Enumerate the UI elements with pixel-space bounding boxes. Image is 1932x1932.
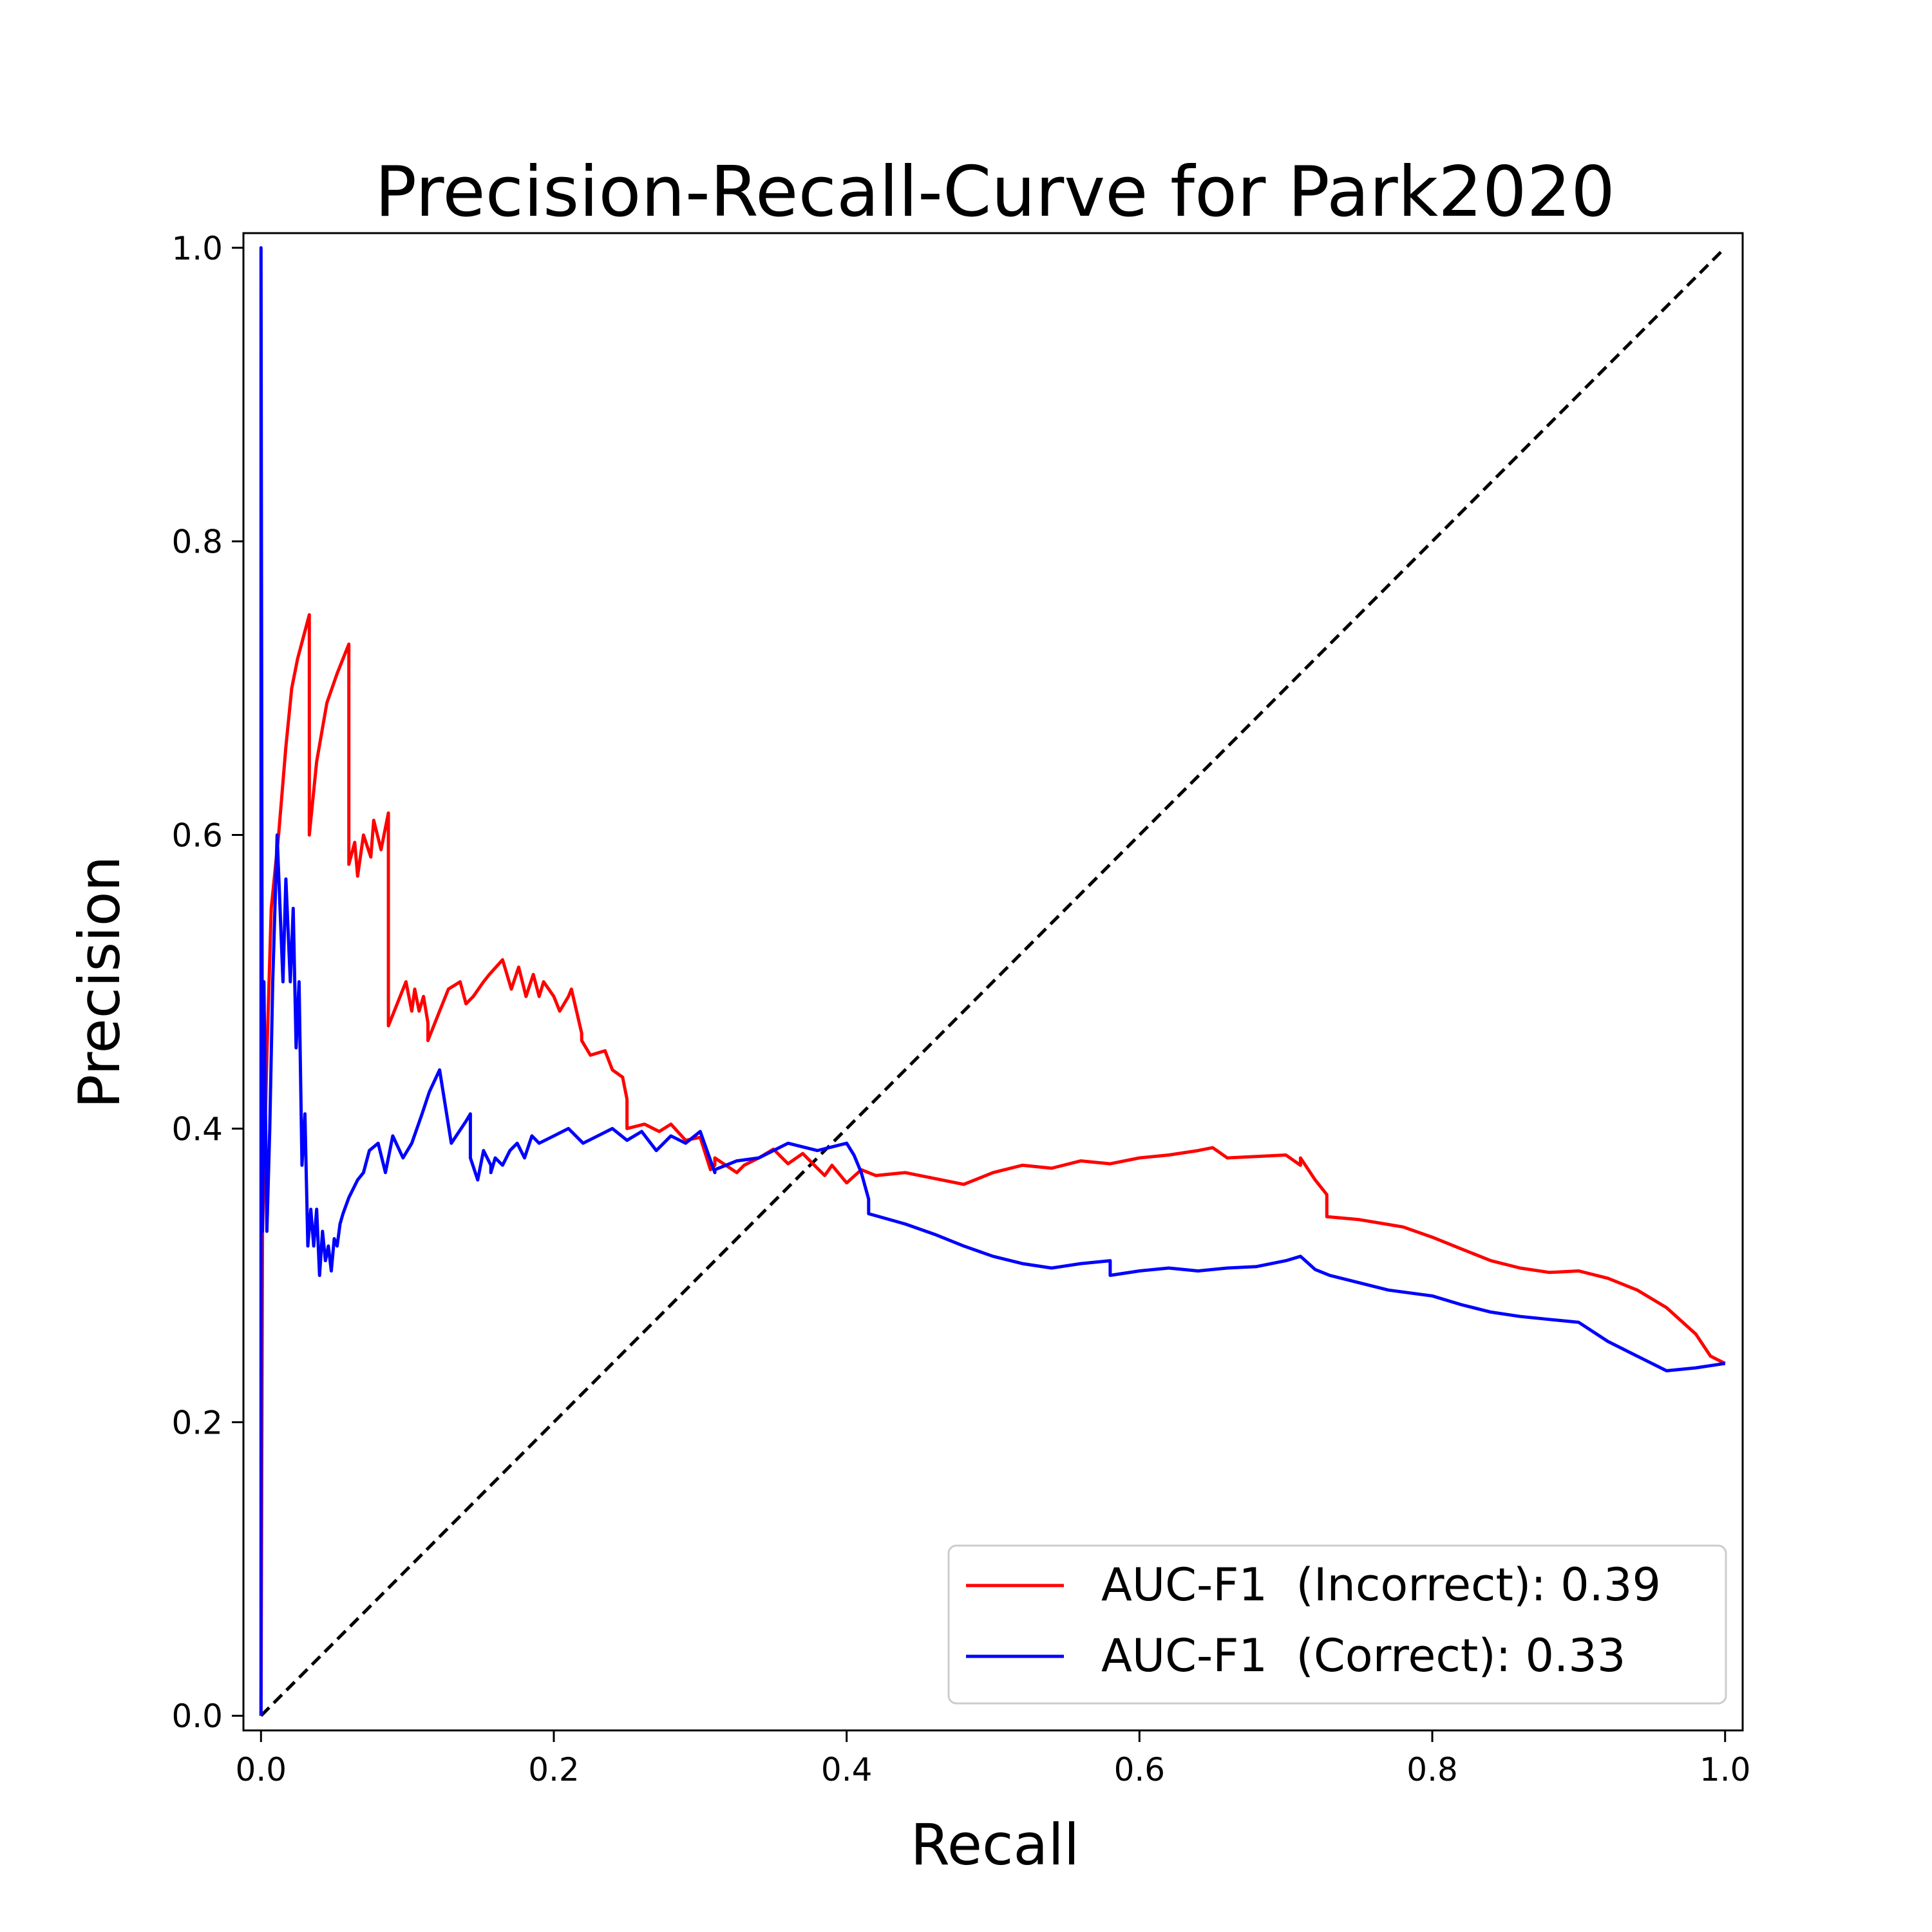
x-tick-label: 0.8 — [1406, 1751, 1458, 1788]
y-axis: 0.0 0.2 0.4 0.6 0.8 1.0 — [171, 230, 243, 1735]
y-axis-label: Precision — [66, 856, 133, 1109]
y-tick-label: 1.0 — [171, 230, 223, 267]
chart-title: Precision-Recall-Curve for Park2020 — [375, 152, 1615, 232]
x-tick-label: 0.2 — [528, 1751, 580, 1788]
legend-box — [947, 1544, 1727, 1705]
series-layer — [259, 246, 1727, 1717]
x-tick-label: 0.0 — [236, 1751, 287, 1788]
reference-diagonal-line — [260, 247, 1727, 1717]
legend-label-correct: AUC-F1 (Correct): 0.33 — [1101, 1629, 1625, 1682]
series-line-incorrect — [259, 613, 1726, 1716]
y-tick-label: 0.8 — [171, 524, 223, 561]
legend-label-incorrect: AUC-F1 (Incorrect): 0.39 — [1101, 1558, 1661, 1611]
y-tick-label: 0.0 — [171, 1698, 223, 1735]
series-line-correct — [259, 246, 1726, 1716]
x-tick-label: 0.6 — [1114, 1751, 1166, 1788]
y-tick-label: 0.6 — [171, 817, 223, 855]
y-tick-label: 0.4 — [171, 1110, 223, 1148]
plot-area — [242, 232, 1744, 1732]
x-axis: 0.0 0.2 0.4 0.6 0.8 1.0 — [236, 1730, 1751, 1788]
legend: AUC-F1 (Incorrect): 0.39 AUC-F1 (Correct… — [947, 1544, 1727, 1705]
y-tick-label: 0.2 — [171, 1404, 223, 1441]
plot-frame — [242, 232, 1744, 1732]
x-tick-label: 1.0 — [1700, 1751, 1751, 1788]
x-tick-label: 0.4 — [821, 1751, 873, 1788]
x-axis-label: Recall — [911, 1812, 1080, 1878]
